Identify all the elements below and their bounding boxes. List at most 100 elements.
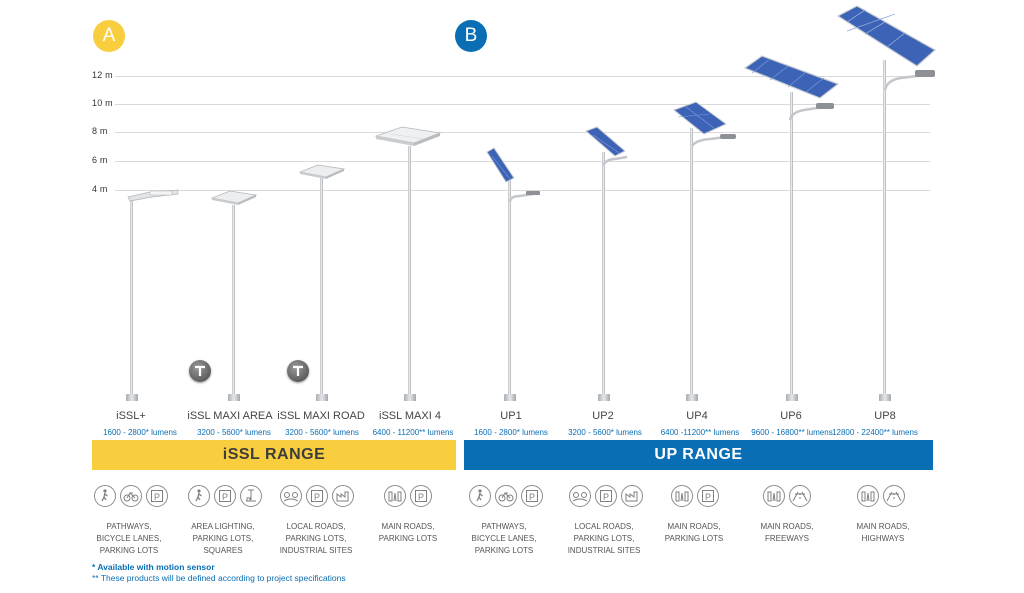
pole-base-up1 xyxy=(504,394,516,401)
usage-line: HIGHWAYS xyxy=(861,534,905,543)
lamp-head-up4 xyxy=(672,101,736,147)
product-name: UP2 xyxy=(592,410,614,422)
footnote-motion-sensor: * Available with motion sensor xyxy=(92,562,215,572)
lamp-head-up1 xyxy=(486,147,541,203)
city-road-icon xyxy=(671,485,693,507)
lamp-head-issl-plus xyxy=(127,189,179,202)
freeway-icon xyxy=(789,485,811,507)
pole-up8 xyxy=(883,60,886,395)
industrial-icon xyxy=(332,485,354,507)
usage-line: PARKING LOTS xyxy=(664,534,724,543)
scale-label-10m: 10 m xyxy=(92,98,113,108)
city-road-icon xyxy=(857,485,879,507)
svg-text:P: P xyxy=(529,492,535,502)
scale-label-4m: 4 m xyxy=(92,184,108,194)
pole-base-issl-maxi-road xyxy=(316,394,328,401)
pole-base-up6 xyxy=(786,394,798,401)
pole-base-up8 xyxy=(879,394,891,401)
usage-line: MAIN ROADS, xyxy=(760,522,814,531)
svg-text:P: P xyxy=(603,492,609,502)
pole-base-up4 xyxy=(686,394,698,401)
pole-issl-maxi-road xyxy=(320,178,323,395)
product-lumens: 9600 - 16800** lumens xyxy=(751,428,833,437)
parking-icon: P xyxy=(214,485,236,507)
local-road-icon xyxy=(280,485,302,507)
pole-up4 xyxy=(690,128,693,395)
usage-line: MAIN ROADS, xyxy=(667,522,721,531)
scale-label-8m: 8 m xyxy=(92,126,108,136)
parking-icon: P xyxy=(521,485,543,507)
parking-icon: P xyxy=(595,485,617,507)
usage-line: LOCAL ROADS, xyxy=(574,522,634,531)
usage-text: MAIN ROADS, PARKING LOTS xyxy=(644,521,744,545)
motion-sensor-icon xyxy=(189,360,211,382)
pole-issl-maxi-area xyxy=(232,205,235,395)
pole-base-issl-maxi-4 xyxy=(404,394,416,401)
bicycle-icon xyxy=(495,485,517,507)
pedestrian-icon xyxy=(188,485,210,507)
pole-issl-plus xyxy=(130,200,133,395)
pedestrian-icon xyxy=(469,485,491,507)
usage-line: FREEWAYS xyxy=(764,534,809,543)
lamp-head-up2 xyxy=(585,126,628,166)
badge-a: A xyxy=(93,20,125,52)
product-lumens: 3200 - 5600* lumens xyxy=(197,428,271,437)
scale-label-12m: 12 m xyxy=(92,70,113,80)
pole-base-up2 xyxy=(598,394,610,401)
local-road-icon xyxy=(569,485,591,507)
badge-b: B xyxy=(455,20,487,52)
product-name: UP8 xyxy=(874,410,896,422)
pole-up1 xyxy=(508,180,511,395)
svg-text:P: P xyxy=(222,492,228,502)
freeway-icon xyxy=(883,485,905,507)
usage-text: MAIN ROADS, PARKING LOTS xyxy=(358,521,458,545)
parking-icon: P xyxy=(146,485,168,507)
product-lumens: 6400 -11200** lumens xyxy=(660,428,740,437)
product-name: UP4 xyxy=(686,410,708,422)
lamp-head-up6 xyxy=(743,55,840,121)
usage-line: BICYCLE LANES, xyxy=(471,534,537,543)
motion-sensor-icon xyxy=(287,360,309,382)
usage-text: MAIN ROADS, FREEWAYS xyxy=(737,521,837,545)
pole-up2 xyxy=(602,152,605,395)
scale-label-6m: 6 m xyxy=(92,155,108,165)
usage-text: PATHWAYS, BICYCLE LANES, PARKING LOTS xyxy=(79,521,179,557)
city-road-icon xyxy=(763,485,785,507)
usage-line: SQUARES xyxy=(203,546,243,555)
up-range-bar: UP RANGE xyxy=(464,440,933,470)
parking-icon: P xyxy=(410,485,432,507)
area-lighting-icon xyxy=(240,485,262,507)
usage-text: MAIN ROADS, HIGHWAYS xyxy=(833,521,933,545)
gridline-10m xyxy=(115,104,930,105)
product-lumens: 6400 - 11200** lumens xyxy=(372,428,454,437)
usage-line: PATHWAYS, xyxy=(106,522,152,531)
footnote-project-spec: ** These products will be defined accord… xyxy=(92,573,346,583)
usage-line: PARKING LOTS xyxy=(378,534,438,543)
lamp-head-up8 xyxy=(836,5,937,91)
product-name: iSSL MAXI ROAD xyxy=(277,410,365,422)
product-name: UP6 xyxy=(780,410,802,422)
product-name: iSSL MAXI AREA xyxy=(187,410,273,422)
gridline-4m xyxy=(115,190,930,191)
usage-line: PARKING LOTS, xyxy=(192,534,254,543)
usage-line: INDUSTRIAL SITES xyxy=(567,546,641,555)
lamp-head-issl-maxi-4 xyxy=(374,126,442,146)
pole-up6 xyxy=(790,92,793,395)
issl-range-bar: iSSL RANGE xyxy=(92,440,456,470)
usage-line: MAIN ROADS, xyxy=(381,522,435,531)
usage-line: PARKING LOTS, xyxy=(573,534,635,543)
pole-base-issl-plus xyxy=(126,394,138,401)
product-lumens: 12800 - 22400** lumens xyxy=(832,428,918,437)
lamp-head-issl-maxi-area xyxy=(210,190,258,205)
product-lumens: 3200 - 5600* lumens xyxy=(568,428,642,437)
pole-base-issl-maxi-area xyxy=(228,394,240,401)
product-lumens: 1600 - 2800* lumens xyxy=(474,428,548,437)
product-lumens: 1600 - 2800* lumens xyxy=(103,428,177,437)
product-name: iSSL MAXI 4 xyxy=(379,410,441,422)
usage-line: AREA LIGHTING, xyxy=(191,522,255,531)
usage-text: AREA LIGHTING, PARKING LOTS, SQUARES xyxy=(173,521,273,557)
usage-line: PATHWAYS, xyxy=(481,522,527,531)
usage-line: PARKING LOTS, xyxy=(285,534,347,543)
pole-issl-maxi-4 xyxy=(408,146,411,395)
usage-text: PATHWAYS, BICYCLE LANES, PARKING LOTS xyxy=(454,521,554,557)
